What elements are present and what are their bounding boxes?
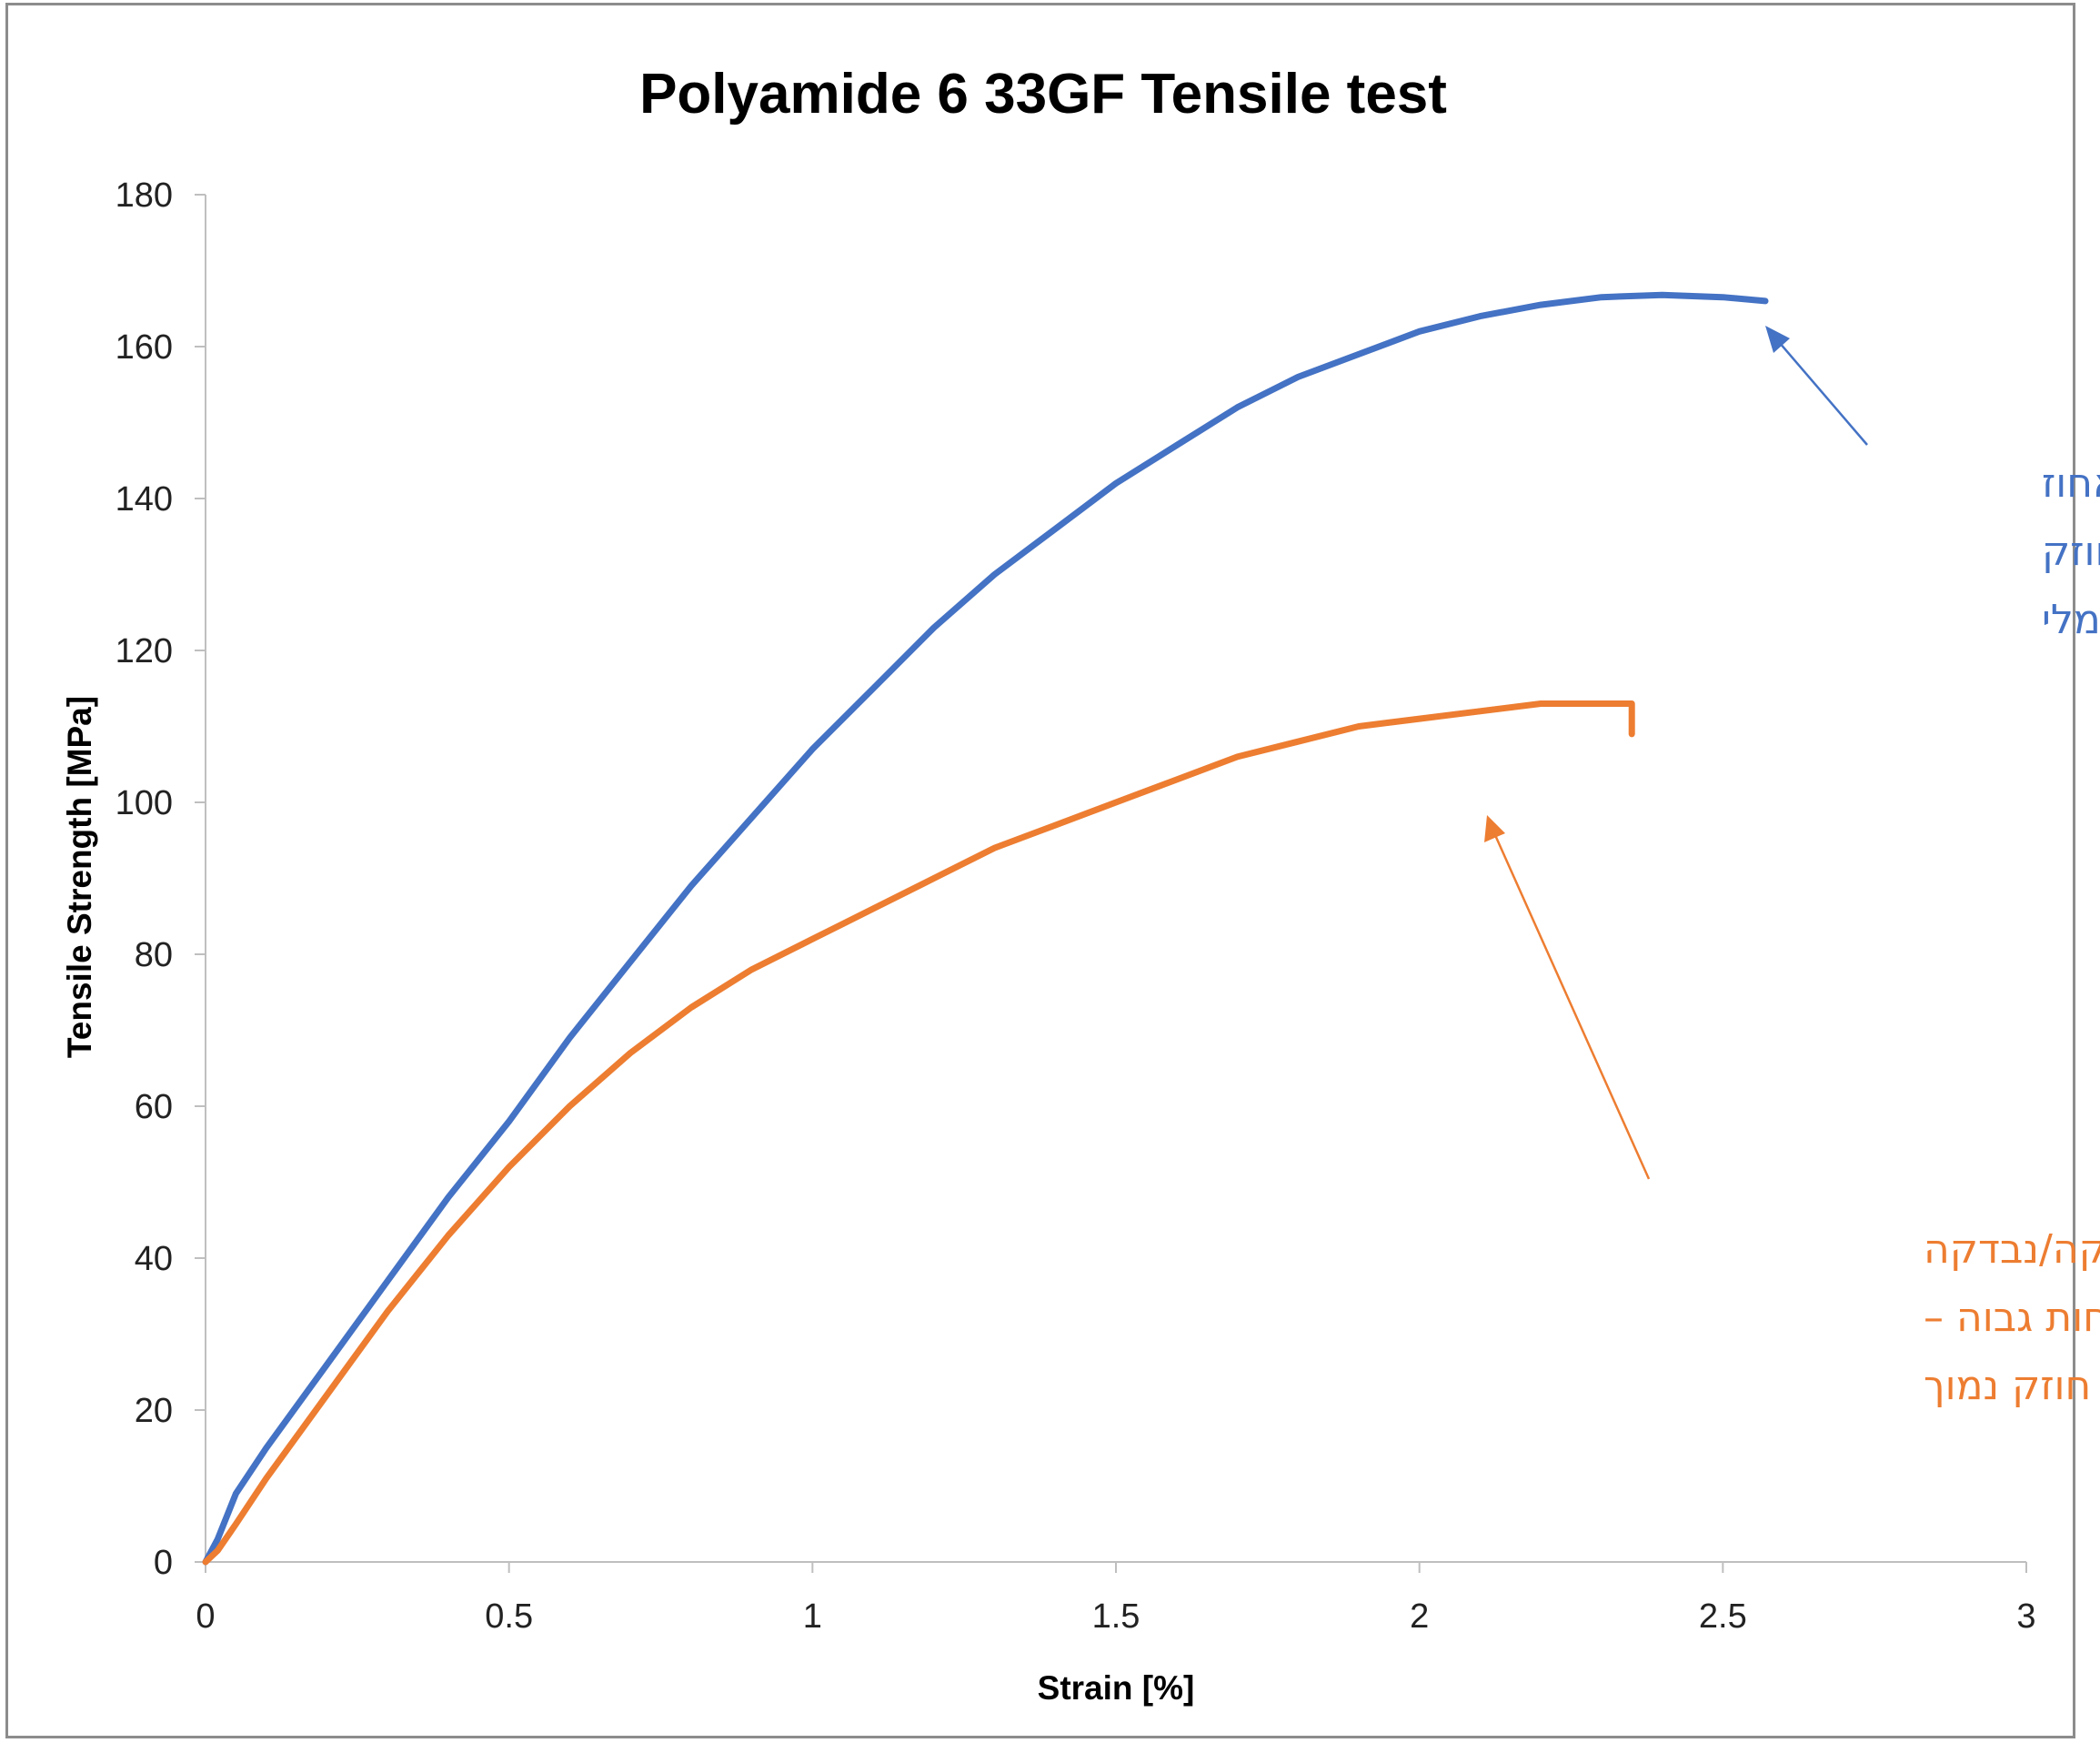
annotation-orange-line-3: מתקבל חוזק נמוך	[1924, 1363, 2100, 1409]
y-tick-label: 40	[135, 1240, 173, 1278]
x-tick-label: 1	[803, 1597, 822, 1636]
y-ticks: 0 20 40 60 80 100 120 140 160 180	[116, 176, 206, 1582]
series-line-1	[202, 291, 1769, 1566]
chart-title: Polyamide 6 33GF Tensile test	[639, 63, 1447, 126]
annotation-blue-line-3: אופטימלי	[2042, 597, 2100, 643]
x-tick-label: 2.5	[1699, 1597, 1747, 1636]
y-tick-label: 140	[116, 480, 173, 519]
y-tick-label: 180	[116, 176, 173, 215]
annotation-orange-line-2: באחוז לחות גבוה –	[1924, 1295, 2100, 1341]
y-axis-label: Tensile Strength [MPa]	[61, 696, 98, 1058]
annotation-arrow-orange	[1493, 834, 1651, 1180]
series-line-2	[202, 700, 1635, 1566]
annotation-blue-line-1: דוגמא שהוזרקה/נבדקה באחוז	[2042, 460, 2100, 507]
y-tick-label: 160	[116, 328, 173, 367]
annotation-arrows	[1484, 326, 1868, 1180]
y-tick-label: 80	[135, 936, 173, 974]
annotation-arrowhead-orange	[1484, 815, 1505, 842]
annotation-orange: דוגמא שהוזרקה/נבדקה באחוז לחות גבוה – מת…	[1924, 1226, 2100, 1409]
annotation-orange-line-1: דוגמא שהוזרקה/נבדקה	[1924, 1226, 2100, 1273]
axes	[205, 195, 2026, 1563]
annotation-blue: דוגמא שהוזרקה/נבדקה באחוז לחות תקין – מת…	[2042, 460, 2100, 643]
y-tick-label: 120	[116, 632, 173, 670]
x-ticks: 0 0.5 1 1.5 2 2.5 3	[196, 1562, 2036, 1636]
x-tick-label: 0.5	[485, 1597, 533, 1636]
y-tick-label: 0	[154, 1544, 173, 1582]
annotation-arrowhead-blue	[1765, 326, 1790, 353]
x-tick-label: 3	[2016, 1597, 2035, 1636]
annotation-arrow-blue	[1778, 341, 1868, 446]
chart-frame	[5, 3, 2075, 1738]
x-tick-label: 1.5	[1092, 1597, 1140, 1636]
x-axis-label: Strain [%]	[1038, 1669, 1195, 1707]
annotation-blue-line-2: לחות תקין – מתקבל חוזק	[2042, 529, 2100, 575]
y-tick-label: 100	[116, 784, 173, 822]
y-tick-label: 20	[135, 1392, 173, 1430]
x-tick-label: 0	[196, 1597, 215, 1636]
x-tick-label: 2	[1410, 1597, 1429, 1636]
series-group	[202, 291, 1769, 1566]
y-tick-label: 60	[135, 1088, 173, 1126]
